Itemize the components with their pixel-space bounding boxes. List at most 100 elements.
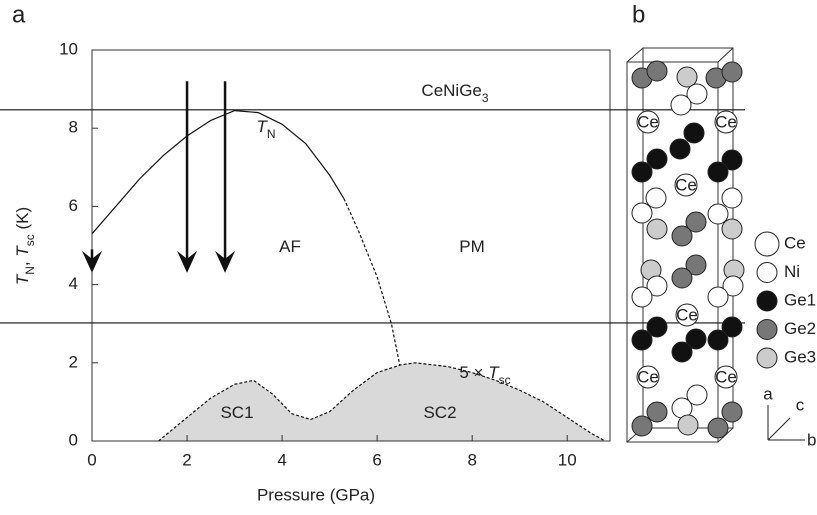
atom-label: Ce [675,175,697,194]
arrow-head [82,250,102,273]
annotation-part: SC2 [423,403,456,422]
atom-g2 [685,254,707,276]
arrow-head [215,250,236,273]
axis-icon-label: a [763,384,773,403]
legend-label: Ce [784,233,806,252]
atom-ni [686,83,708,105]
y-tick-label: 2 [69,352,78,371]
y-axis-label: TN, Tsc (K) [13,207,37,285]
atom-g3 [646,218,668,240]
atom-g2 [721,61,743,83]
atom-g1 [631,161,653,183]
legend-label: Ge1 [784,290,816,309]
y-axis-label-part: sc [23,234,37,246]
legend-label: Ni [784,262,800,281]
annotation-part: 5 × [459,363,488,382]
atom-g1 [683,122,705,144]
atom-g3 [677,414,699,436]
legend-swatch [756,347,778,369]
axis-icon-label: c [796,395,805,414]
annotation-part: CeNiGe [421,81,481,100]
plot-frame [91,49,611,442]
annotation-part: T [256,117,268,136]
atom-g1 [707,329,729,351]
atom-ni [686,384,708,406]
y-tick-label: 8 [69,118,78,137]
atom-g2 [631,415,653,437]
annotation: AF [279,237,301,256]
cell-edge [717,47,734,63]
atom-g1 [721,316,743,338]
atom-label: Ce [637,112,659,131]
y-axis-label-part: N [23,266,37,275]
atom-g3 [721,218,743,240]
y-axis-label-part: , [13,257,32,266]
atom-ni [722,275,744,297]
atom-g2 [721,401,743,423]
atom-ni [707,286,729,308]
atom-g1 [721,149,743,171]
atom-g2 [646,401,668,423]
y-tick-label: 4 [69,274,78,293]
legend-swatch [756,262,778,283]
annotation: 5 × Tsc [459,363,510,387]
x-tick-label: 4 [277,450,286,469]
atom-ni [707,203,729,225]
phase-line [91,109,345,235]
sc-area [158,362,606,441]
panel-label: b [632,1,645,28]
atom-g1 [631,329,653,351]
atom-ni [631,286,653,308]
atom-ce [675,303,699,327]
annotation-part: AF [279,237,301,256]
annotation-part: N [267,127,276,141]
phase-line [158,362,606,442]
x-tick-label: 6 [372,450,381,469]
y-tick-label: 6 [69,196,78,215]
atom-g1 [707,161,729,183]
x-tick-label: 8 [467,450,476,469]
annotation: TN [256,117,275,141]
annotation-part: sc [499,373,511,387]
atom-ce [714,110,738,134]
atom-g1 [671,341,693,363]
x-tick-label: 10 [558,450,577,469]
legend-swatch [756,290,778,312]
atom-g3 [676,66,698,88]
cell-front [626,61,719,443]
atom-label: Ce [715,367,737,386]
arrow-head [177,250,198,273]
x-tick-label: 0 [87,450,96,469]
legend-swatch [754,231,780,257]
panel-label: a [12,1,26,28]
atom-ce [636,110,660,134]
atom-ni [670,94,692,116]
atom-g1 [669,138,691,160]
x-tick-label: 2 [182,450,191,469]
legend-label: Ge2 [784,319,816,338]
annotation: SC2 [423,403,456,422]
atom-g1 [685,328,707,350]
axis-icon-label: b [807,430,816,449]
atom-ni [721,187,743,209]
x-axis-label: Pressure (GPa) [257,485,375,504]
atom-g2 [671,225,693,247]
atom-ce [636,365,660,389]
axis-icon [767,417,791,441]
legend-swatch [756,319,778,340]
atom-ni [646,275,668,297]
atom-g2 [685,211,707,233]
annotation: CeNiGe3 [421,81,488,105]
atom-g2 [671,267,693,289]
annotation-part: PM [459,237,485,256]
atom-g1 [646,316,668,338]
y-axis-label-part: T [13,273,32,285]
y-axis-label-part: T [13,245,32,257]
atom-g1 [646,148,668,170]
y-axis-label-part: (K) [13,207,32,234]
atom-ce [674,173,698,197]
atom-g2 [646,60,668,82]
cell-edge [626,47,644,63]
annotation: SC1 [220,403,253,422]
